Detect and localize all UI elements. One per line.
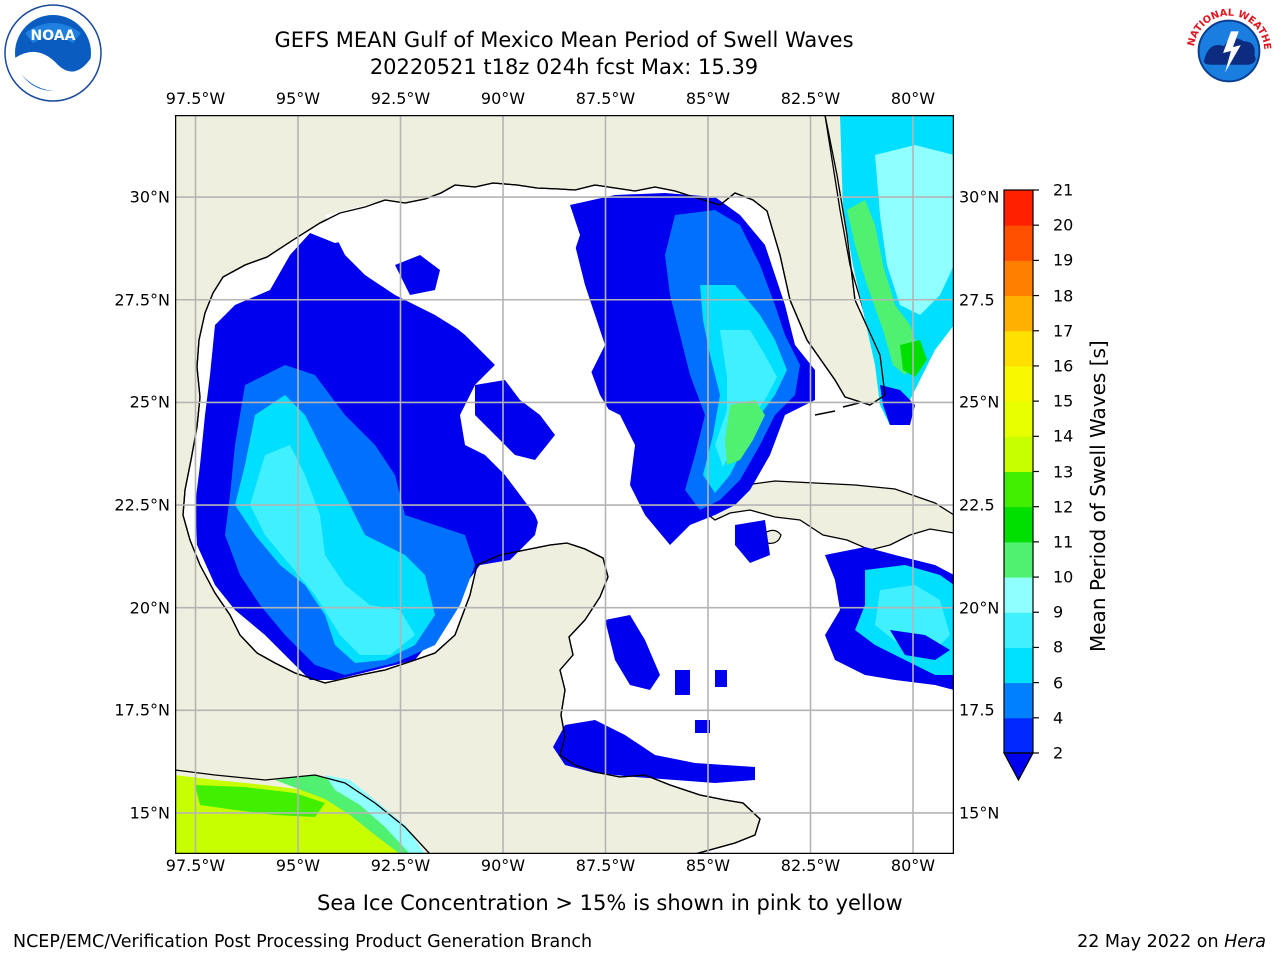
colorbar-tick-label: 14 <box>1053 426 1074 446</box>
land-cuba <box>693 480 954 551</box>
coastline <box>182 115 886 854</box>
sea-ice-note: Sea Ice Concentration > 15% is shown in … <box>317 891 903 915</box>
lon-label-top: 97.5°W <box>165 89 226 108</box>
map-panel <box>175 115 954 854</box>
lon-label-top: 95°W <box>275 89 321 108</box>
colorbar-segment <box>1004 647 1033 684</box>
lat-label-right: 17.5 <box>959 700 995 720</box>
lon-label-bottom: 92.5°W <box>370 856 431 875</box>
colorbar-tick-label: 4 <box>1053 708 1064 728</box>
colorbar-tick-label: 2 <box>1053 743 1064 763</box>
land-isla-juventud <box>764 529 782 544</box>
colorbar-extend-arrow <box>1002 752 1035 782</box>
colorbar-tick-label: 13 <box>1053 462 1074 481</box>
colorbar-segment <box>1004 506 1033 543</box>
colorbar-segment <box>1004 401 1033 437</box>
lon-label-bottom: 80°W <box>890 856 936 875</box>
colorbar-tick-label: 19 <box>1053 250 1074 270</box>
colorbar-tick-label: 11 <box>1053 532 1074 552</box>
colorbar-segment <box>1004 612 1033 648</box>
lon-label-bottom: 82.5°W <box>780 856 841 875</box>
colorbar-tick-label: 18 <box>1053 286 1074 306</box>
plot-title: GEFS MEAN Gulf of Mexico Mean Period of … <box>274 28 854 52</box>
colorbar-segment <box>1004 365 1033 402</box>
lat-label-right: 20°N <box>959 598 1000 618</box>
colorbar-tick-label: 21 <box>1053 180 1074 200</box>
colorbar-segment <box>1004 436 1033 472</box>
footer-date: 22 May 2022 on <box>1077 932 1225 952</box>
colorbar-tick-label: 16 <box>1053 356 1074 376</box>
footer-left: NCEP/EMC/Verification Post Processing Pr… <box>13 932 593 952</box>
lon-label-bottom: 97.5°W <box>165 856 226 875</box>
colorbar-segment <box>1004 330 1033 367</box>
colorbar-segment <box>1004 190 1033 226</box>
lon-label-top: 90°W <box>480 89 526 108</box>
colorbar-segment <box>1004 295 1033 332</box>
colorbar-tick-label: 8 <box>1053 637 1064 657</box>
lat-label-left: 20°N <box>129 598 170 618</box>
plot-subtitle: 20220521 t18z 024h fcst Max: 15.39 <box>369 55 759 79</box>
noaa-logo: NOAA <box>4 4 102 102</box>
lat-label-left: 25°N <box>129 392 170 412</box>
colorbar-tick-label: 9 <box>1053 602 1064 622</box>
noaa-logo-text: NOAA <box>31 28 76 44</box>
colorbar-segment <box>1004 682 1033 719</box>
lat-label-right: 15°N <box>959 803 1000 823</box>
lat-label-left: 15°N <box>129 803 170 823</box>
lat-label-left: 27.5°N <box>114 290 170 310</box>
colorbar-segment <box>1004 225 1033 261</box>
nws-logo: NATIONAL WEATHER SERVICE <box>1180 2 1277 99</box>
footer-right: 22 May 2022 on Hera <box>1077 932 1266 952</box>
gridlines <box>175 115 954 854</box>
lon-label-top: 80°W <box>890 89 936 108</box>
lon-label-bottom: 90°W <box>480 856 526 875</box>
lon-label-top: 92.5°W <box>370 89 431 108</box>
colorbar-tick-label: 20 <box>1053 215 1074 235</box>
lat-label-left: 30°N <box>129 187 170 207</box>
colorbar-segment <box>1004 717 1033 754</box>
lat-label-right: 22.5 <box>959 495 995 515</box>
lon-label-bottom: 87.5°W <box>575 856 636 875</box>
colorbar-segment <box>1004 541 1033 578</box>
lat-label-left: 17.5°N <box>114 700 170 720</box>
lat-label-left: 22.5°N <box>114 495 170 515</box>
colorbar-label: Mean Period of Swell Waves [s] <box>1086 340 1110 652</box>
colorbar-tick-label: 10 <box>1053 567 1074 587</box>
lon-label-top: 82.5°W <box>780 89 841 108</box>
colorbar-segment <box>1004 471 1033 508</box>
lat-label-right: 27.5 <box>959 290 995 310</box>
lon-label-top: 85°W <box>685 89 731 108</box>
colorbar-tick-label: 15 <box>1053 391 1074 411</box>
lat-label-right: 25°N <box>959 392 1000 412</box>
map-frame <box>175 115 954 854</box>
colorbar-segment <box>1004 577 1033 613</box>
colorbar <box>1002 189 1039 782</box>
footer-host: Hera <box>1224 932 1266 952</box>
lon-label-bottom: 85°W <box>685 856 731 875</box>
swell-field <box>175 115 954 854</box>
colorbar-tick-label: 17 <box>1053 321 1074 341</box>
colorbar-segment <box>1004 260 1033 297</box>
colorbar-tick-label: 12 <box>1053 497 1074 517</box>
lat-label-right: 30°N <box>959 187 1000 207</box>
lon-label-top: 87.5°W <box>575 89 636 108</box>
colorbar-tick-label: 6 <box>1053 673 1064 693</box>
lon-label-bottom: 95°W <box>275 856 321 875</box>
